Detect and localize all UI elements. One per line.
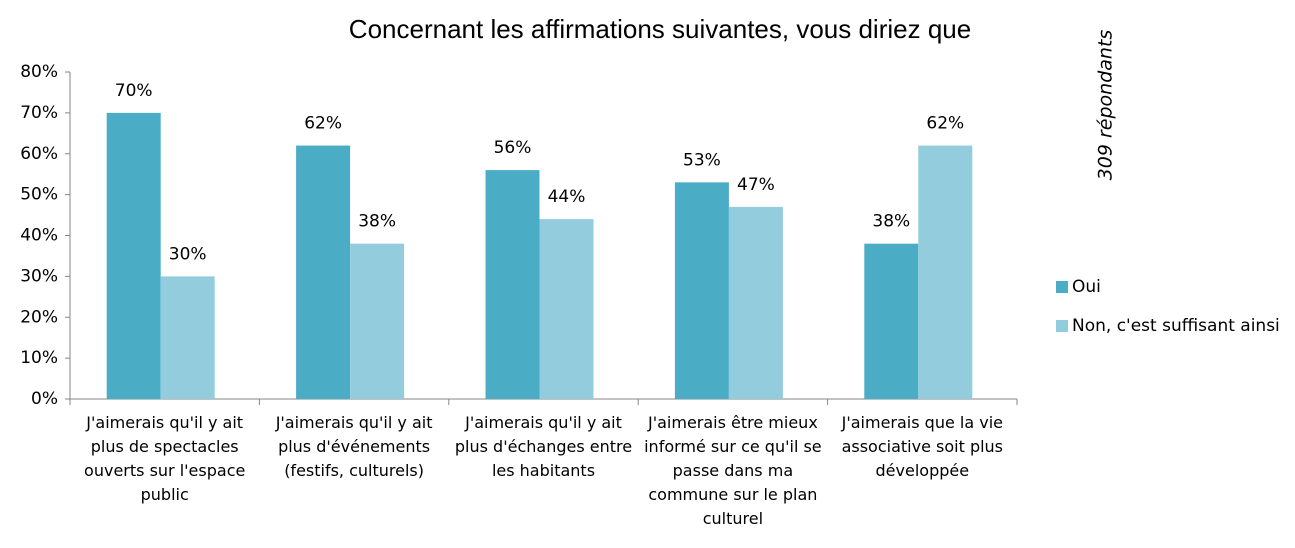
x-tick-label: J'aimerais qu'il y ait plus d'échanges e… [454, 413, 633, 480]
data-label: 70% [115, 81, 153, 101]
x-tick-label: J'aimerais que la vie associative soit p… [841, 413, 1004, 480]
legend-label: Oui [1072, 277, 1101, 297]
chart-title: Concernant les affirmations suivantes, v… [349, 14, 971, 44]
y-tick-label: 50% [20, 185, 58, 205]
bar [864, 243, 919, 399]
bar [485, 170, 540, 399]
y-tick-label: 80% [20, 62, 58, 82]
y-tick-label: 70% [20, 103, 58, 123]
bar [674, 182, 729, 399]
bar [296, 145, 351, 399]
bar [728, 206, 783, 399]
y-tick-label: 60% [20, 144, 58, 164]
x-tick-label: J'aimerais qu'il y ait plus de spectacle… [84, 413, 246, 504]
bar [160, 276, 215, 399]
x-tick-label: J'aimerais être mieux informé sur ce qu'… [644, 413, 822, 528]
data-label: 30% [169, 244, 207, 264]
data-label: 38% [872, 212, 910, 232]
y-tick-label: 40% [20, 226, 58, 246]
data-label: 47% [737, 175, 775, 195]
data-label: 53% [683, 150, 721, 170]
data-label: 62% [926, 114, 964, 134]
data-label: 56% [494, 138, 532, 158]
legend-label: Non, c'est suffisant ainsi [1072, 316, 1280, 336]
y-tick-label: 30% [20, 266, 58, 286]
legend-swatch [1056, 281, 1068, 293]
x-tick-label: J'aimerais qu'il y ait plus d'événements… [275, 413, 433, 480]
bar [106, 112, 161, 399]
bar [539, 219, 594, 399]
data-label: 62% [304, 114, 342, 134]
annotation: 309 répondants [1095, 30, 1117, 181]
bar [350, 243, 405, 399]
legend-swatch [1056, 320, 1068, 332]
y-tick-label: 0% [31, 389, 58, 409]
data-label: 44% [548, 187, 586, 207]
bar [918, 145, 973, 399]
y-tick-label: 10% [20, 348, 58, 368]
y-tick-label: 20% [20, 307, 58, 327]
data-label: 38% [358, 212, 396, 232]
